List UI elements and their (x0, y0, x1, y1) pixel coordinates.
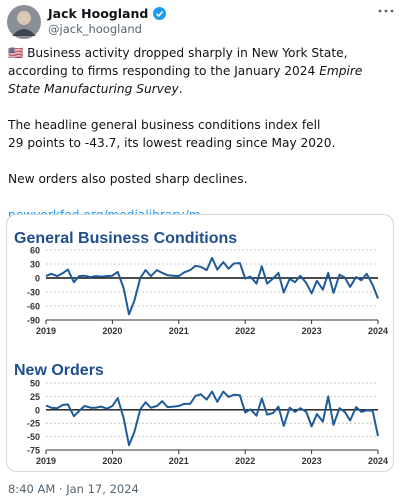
y-tick-label: 25 (30, 392, 40, 402)
y-tick-label: -25 (27, 419, 40, 429)
y-tick-label: -60 (27, 302, 40, 312)
x-tick-label: 2020 (102, 326, 122, 336)
y-tick-label: -90 (27, 316, 40, 326)
text: The headline general business conditions… (8, 118, 321, 132)
text: 29 points to -43.7, its lowest reading s… (8, 136, 336, 150)
y-tick-label: -30 (27, 288, 40, 298)
author-name-text[interactable]: Jack Hoogland (48, 6, 149, 21)
y-tick-label: 60 (30, 246, 40, 256)
x-tick-label: 2020 (102, 456, 122, 466)
x-tick-label: 2019 (36, 326, 56, 336)
text: . (178, 82, 183, 96)
paragraph: 🇺🇸 Business activity dropped sharply in … (8, 44, 394, 98)
x-tick-label: 2019 (36, 456, 56, 466)
y-tick-label: -50 (27, 432, 40, 442)
y-tick-label: 30 (30, 260, 40, 270)
series-line (45, 390, 379, 447)
paragraph: The headline general business conditions… (8, 116, 394, 152)
image-frame (6, 214, 394, 472)
x-tick-label: 2022 (235, 326, 255, 336)
tweet-body: 🇺🇸 Business activity dropped sharply in … (8, 44, 394, 242)
x-tick-label: 2024 (368, 326, 388, 336)
avatar[interactable] (6, 4, 42, 40)
x-tick-label: 2024 (368, 456, 388, 466)
y-tick-label: 0 (35, 405, 40, 415)
timestamp[interactable]: 8:40 AM · Jan 17, 2024 (8, 482, 139, 496)
y-tick-label: 0 (35, 274, 40, 284)
verified-badge (152, 7, 166, 20)
chart-title: New Orders (14, 362, 104, 379)
y-tick-label: -75 (27, 446, 40, 456)
y-tick-label: 50 (30, 379, 40, 389)
chart-title: General Business Conditions (14, 230, 237, 247)
series-line (45, 256, 379, 316)
text: Business activity dropped sharply in New… (8, 46, 348, 78)
more-menu[interactable] (378, 8, 394, 14)
italic-text: Empire State Manufacturing Survey (8, 64, 363, 96)
author-name[interactable]: Jack Hoogland (48, 6, 166, 21)
paragraph: New orders also posted sharp declines. (8, 172, 248, 186)
author-handle[interactable]: @jack_hoogland (48, 22, 142, 36)
x-tick-label: 2023 (302, 456, 322, 466)
x-tick-label: 2021 (169, 326, 189, 336)
x-tick-label: 2021 (169, 456, 189, 466)
flag: 🇺🇸 (8, 46, 24, 60)
x-tick-label: 2023 (302, 326, 322, 336)
x-tick-label: 2022 (235, 456, 255, 466)
